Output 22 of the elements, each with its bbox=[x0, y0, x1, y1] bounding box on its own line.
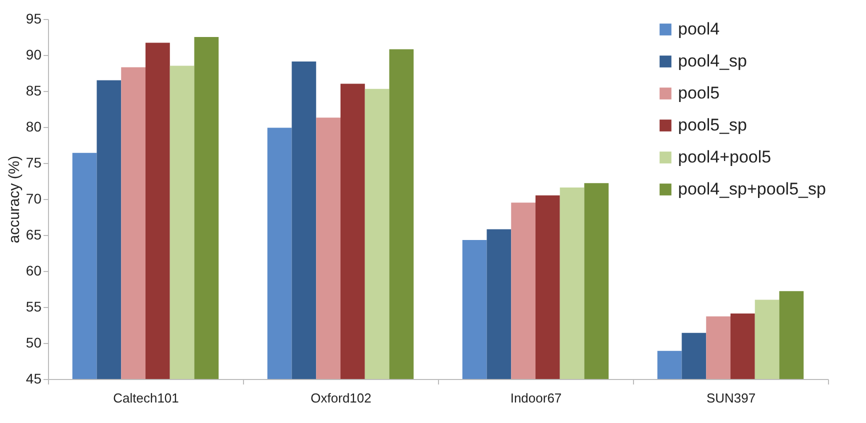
y-tick-label: 85 bbox=[26, 82, 42, 98]
y-tick-label: 45 bbox=[26, 370, 42, 386]
y-tick-label: 75 bbox=[26, 154, 42, 170]
x-tick-label: SUN397 bbox=[706, 390, 756, 406]
y-tick-label: 80 bbox=[26, 118, 42, 134]
y-tick-label: 65 bbox=[26, 226, 42, 242]
y-tick-label: 90 bbox=[26, 46, 42, 62]
y-axis-title: accuracy (%) bbox=[6, 156, 23, 244]
y-tick-label: 70 bbox=[26, 190, 42, 206]
legend-label: pool4_sp bbox=[678, 52, 748, 70]
legend-label: pool4_sp+pool5_sp bbox=[678, 180, 826, 198]
y-tick-label: 50 bbox=[26, 334, 42, 350]
legend-label: pool4+pool5 bbox=[678, 148, 772, 166]
legend-label: pool5_sp bbox=[678, 116, 748, 134]
y-tick-label: 95 bbox=[26, 10, 42, 26]
y-tick-label: 60 bbox=[26, 262, 42, 278]
y-tick-label: 55 bbox=[26, 298, 42, 314]
legend-label: pool4 bbox=[678, 20, 720, 38]
x-tick-label: Caltech101 bbox=[113, 390, 179, 406]
x-tick-label: Indoor67 bbox=[510, 390, 562, 406]
x-tick-label: Oxford102 bbox=[310, 390, 372, 406]
legend-label: pool5 bbox=[678, 84, 720, 102]
